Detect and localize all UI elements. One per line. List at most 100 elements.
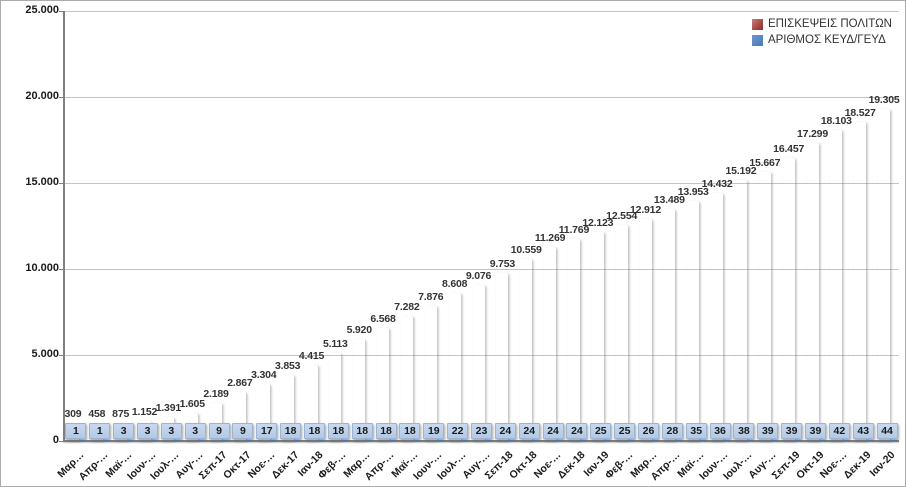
y-axis-label: 20.000 bbox=[25, 90, 59, 102]
bar-visits bbox=[759, 172, 771, 441]
bar-visits bbox=[711, 193, 723, 441]
bar-offices bbox=[579, 440, 586, 441]
bar-visits bbox=[544, 247, 556, 441]
bar-visits bbox=[878, 109, 890, 441]
value-label-visits: 7.876 bbox=[418, 290, 444, 303]
bar-visits bbox=[735, 180, 747, 441]
value-label-visits: 10.559 bbox=[510, 244, 542, 257]
value-label-offices: 3 bbox=[160, 423, 182, 439]
value-label-visits: 18.527 bbox=[844, 107, 876, 120]
value-label-offices: 19 bbox=[423, 423, 445, 439]
bar-offices bbox=[890, 440, 897, 441]
value-label-offices: 23 bbox=[471, 423, 492, 439]
value-label-visits: 15.192 bbox=[725, 164, 757, 177]
value-label-offices: 3 bbox=[113, 423, 135, 439]
value-label-offices: 22 bbox=[447, 423, 469, 439]
value-label-offices: 17 bbox=[256, 423, 278, 439]
value-label-visits: 12.912 bbox=[630, 203, 661, 216]
bar-offices bbox=[102, 440, 109, 441]
value-label-visits: 8.608 bbox=[442, 277, 468, 290]
value-label-offices: 9 bbox=[208, 423, 230, 439]
value-label-visits: 12.554 bbox=[606, 210, 638, 223]
y-axis-label: 15.000 bbox=[25, 176, 59, 188]
value-label-visits: 17.299 bbox=[797, 128, 828, 141]
bar-visits bbox=[496, 273, 508, 441]
bar-visits bbox=[640, 219, 652, 441]
value-label-offices: 43 bbox=[852, 423, 874, 439]
value-label-visits: 13.953 bbox=[677, 186, 709, 198]
value-label-offices: 3 bbox=[184, 423, 206, 439]
gridline bbox=[64, 182, 899, 184]
value-label-visits: 12.123 bbox=[582, 217, 614, 230]
gridline bbox=[64, 10, 899, 12]
value-label-offices: 1 bbox=[89, 423, 111, 439]
value-label-visits: 3.304 bbox=[251, 369, 277, 382]
value-label-visits: 3.853 bbox=[275, 359, 301, 372]
bar-offices bbox=[532, 440, 539, 441]
bar-offices bbox=[222, 440, 229, 441]
bar-offices bbox=[317, 440, 324, 441]
bar-offices bbox=[770, 440, 777, 441]
value-label-offices: 39 bbox=[757, 423, 779, 439]
value-label-visits: 1.605 bbox=[179, 398, 205, 411]
bar-offices bbox=[365, 440, 372, 441]
value-label-offices: 36 bbox=[709, 423, 731, 439]
value-label-offices: 39 bbox=[781, 423, 803, 439]
value-label-visits: 15.667 bbox=[749, 156, 781, 169]
y-tick bbox=[59, 96, 64, 98]
bar-visits bbox=[616, 225, 628, 441]
y-axis-label: 10.000 bbox=[25, 262, 59, 274]
value-label-visits: 875 bbox=[112, 408, 130, 420]
value-label-offices: 18 bbox=[304, 423, 325, 439]
bar-visits bbox=[592, 232, 604, 441]
value-label-offices: 39 bbox=[805, 423, 826, 439]
y-axis-line bbox=[63, 11, 65, 441]
legend-label-offices: ΑΡΙΘΜΟΣ ΚΕΥΔ/ΓΕΥΔ bbox=[767, 34, 886, 46]
legend-label-visits: ΕΠΙΣΚΕΨΕΙΣ ΠΟΛΙΤΩΝ bbox=[767, 18, 892, 30]
value-label-visits: 309 bbox=[64, 408, 82, 420]
bar-visits bbox=[807, 143, 819, 441]
bar-offices bbox=[174, 440, 181, 441]
value-label-offices: 38 bbox=[733, 423, 755, 439]
bar-offices bbox=[484, 440, 491, 441]
value-label-offices: 44 bbox=[876, 423, 898, 439]
bar-offices bbox=[699, 440, 706, 441]
value-label-offices: 28 bbox=[661, 423, 683, 439]
bar-visits bbox=[830, 130, 842, 441]
value-label-offices: 25 bbox=[590, 423, 612, 439]
bar-offices bbox=[341, 440, 348, 441]
bar-offices bbox=[556, 440, 563, 441]
bar-offices bbox=[436, 440, 443, 441]
value-label-visits: 1.152 bbox=[131, 406, 158, 419]
value-label-offices: 18 bbox=[399, 423, 421, 439]
value-label-visits: 9.753 bbox=[489, 258, 515, 271]
bar-offices bbox=[603, 440, 610, 441]
value-label-visits: 18.103 bbox=[820, 114, 852, 127]
value-label-visits: 5.920 bbox=[346, 324, 372, 337]
y-tick bbox=[59, 268, 64, 270]
bar-offices bbox=[723, 440, 730, 441]
bar-offices bbox=[866, 440, 873, 441]
value-label-offices: 1 bbox=[65, 423, 87, 439]
bar-offices bbox=[389, 440, 396, 441]
bar-offices bbox=[627, 440, 634, 441]
bar-offices bbox=[842, 440, 849, 441]
value-label-offices: 18 bbox=[351, 423, 373, 439]
value-label-visits: 9.076 bbox=[465, 269, 492, 282]
value-label-visits: 2.867 bbox=[227, 376, 253, 389]
bar-visits bbox=[520, 259, 532, 441]
bar-offices bbox=[818, 440, 825, 441]
bar-offices bbox=[198, 440, 205, 441]
y-axis-label: 5.000 bbox=[31, 348, 59, 360]
bar-visits bbox=[425, 306, 437, 441]
bar-visits bbox=[783, 158, 795, 441]
value-label-visits: 19.305 bbox=[868, 93, 900, 106]
value-label-visits: 7.282 bbox=[394, 300, 420, 313]
value-label-offices: 26 bbox=[638, 423, 659, 439]
legend-item-offices: ΑΡΙΘΜΟΣ ΚΕΥΔ/ΓΕΥΔ bbox=[751, 34, 892, 46]
value-label-visits: 458 bbox=[88, 408, 106, 420]
value-label-offices: 18 bbox=[327, 423, 349, 439]
y-tick bbox=[59, 354, 64, 356]
value-label-visits: 2.189 bbox=[203, 388, 229, 401]
y-tick bbox=[59, 182, 64, 184]
